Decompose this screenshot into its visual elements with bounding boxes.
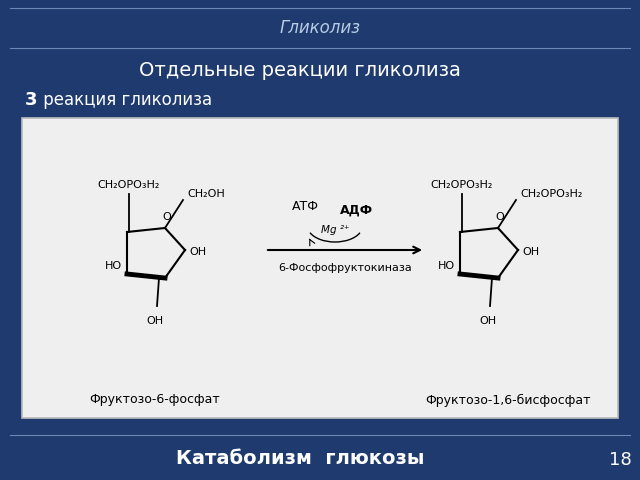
Text: 18: 18 (609, 451, 632, 469)
Text: OH: OH (479, 316, 497, 326)
Text: Мg ²⁺: Мg ²⁺ (321, 225, 349, 235)
Text: OH: OH (522, 247, 539, 257)
Text: АДФ: АДФ (340, 204, 374, 216)
Text: 6-Фосфофруктокиназа: 6-Фосфофруктокиназа (278, 263, 412, 273)
Text: CH₂OPO₃H₂: CH₂OPO₃H₂ (431, 180, 493, 190)
Text: 3: 3 (25, 91, 38, 109)
Text: CH₂OPO₃H₂: CH₂OPO₃H₂ (98, 180, 160, 190)
Text: Отдельные реакции гликолиза: Отдельные реакции гликолиза (139, 60, 461, 80)
Text: реакция гликолиза: реакция гликолиза (38, 91, 212, 109)
Text: Фруктозо-6-фосфат: Фруктозо-6-фосфат (90, 394, 220, 407)
Text: АТФ: АТФ (291, 200, 319, 213)
Text: Катаболизм  глюкозы: Катаболизм глюкозы (176, 448, 424, 468)
Text: OH: OH (147, 316, 164, 326)
Text: CH₂OPO₃H₂: CH₂OPO₃H₂ (520, 189, 582, 199)
Text: CH₂OH: CH₂OH (187, 189, 225, 199)
Text: OH: OH (189, 247, 206, 257)
Text: O: O (163, 212, 172, 222)
Text: HO: HO (438, 261, 455, 271)
Text: O: O (495, 212, 504, 222)
Text: HO: HO (105, 261, 122, 271)
Text: Фруктозо-1,6-бисфосфат: Фруктозо-1,6-бисфосфат (425, 394, 591, 407)
Text: Гликолиз: Гликолиз (280, 19, 360, 37)
Bar (22, 118, 618, 418)
